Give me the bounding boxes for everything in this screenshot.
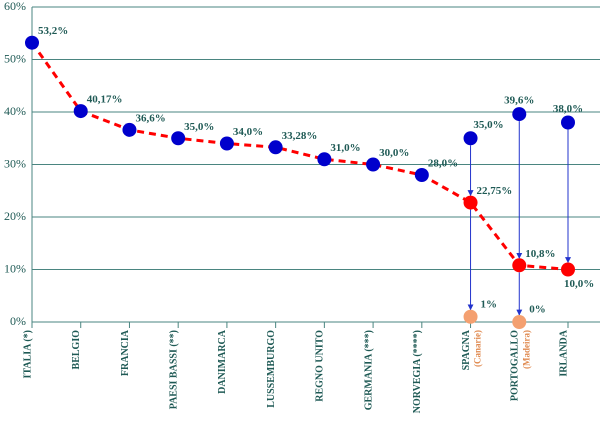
x-tick-label: PORTOGALLO xyxy=(510,330,521,401)
point xyxy=(73,104,88,119)
x-tick-label: LUSSEMBURGO xyxy=(266,330,277,408)
y-tick-label: 60% xyxy=(4,0,26,13)
point xyxy=(561,262,575,277)
value-label: 10,8% xyxy=(525,248,555,260)
point xyxy=(463,309,478,324)
x-tick-label: BELGIO xyxy=(71,330,82,370)
x-tick-label: REGNO UNITO xyxy=(315,330,326,402)
point xyxy=(122,122,137,137)
y-tick-label: 0% xyxy=(10,314,26,328)
value-label: 28,0% xyxy=(428,158,458,170)
line xyxy=(30,41,569,271)
value-label: 33,28% xyxy=(282,130,318,142)
point xyxy=(366,157,381,172)
x-tick-label: ITALIA (*) xyxy=(22,330,33,378)
x-tick-note: (Canarie) xyxy=(473,330,483,367)
x-tick-label: GERMANIA (***) xyxy=(363,330,374,410)
x-tick-label: FRANCIA xyxy=(120,329,131,376)
point xyxy=(463,131,478,146)
point xyxy=(512,315,527,329)
point xyxy=(561,115,575,130)
value-label: 0% xyxy=(529,304,546,316)
value-label: 35,0% xyxy=(184,121,214,133)
x-tick-label: PAESI BASSI (**) xyxy=(168,330,179,409)
y-tick-label: 10% xyxy=(4,261,26,275)
point xyxy=(512,258,527,273)
value-label: 36,6% xyxy=(135,112,165,124)
point xyxy=(25,35,39,50)
value-label: 31,0% xyxy=(330,142,360,154)
value-label: 1% xyxy=(481,298,498,310)
y-tick-label: 50% xyxy=(4,51,26,65)
value-label: 40,17% xyxy=(87,94,123,106)
value-label: 39,6% xyxy=(504,95,534,107)
x-tick-label: DANIMARCA xyxy=(217,329,228,394)
value-label: 38,0% xyxy=(553,103,583,115)
point xyxy=(171,131,186,146)
value-label: 10,0% xyxy=(564,278,594,290)
point xyxy=(219,136,234,151)
value-label: 35,0% xyxy=(473,119,503,131)
point xyxy=(268,140,283,155)
y-tick-label: 40% xyxy=(4,104,26,118)
value-label: 22,75% xyxy=(477,185,513,197)
point xyxy=(512,107,527,122)
x-tick-label: IRLANDA xyxy=(558,329,569,376)
value-label: 30,0% xyxy=(379,147,409,159)
value-label: 53,2% xyxy=(38,25,68,37)
x-tick-label: NORVEGIA (****) xyxy=(412,330,423,413)
point xyxy=(317,152,332,167)
point xyxy=(414,168,429,182)
value-label: 34,0% xyxy=(233,126,263,138)
y-tick-label: 30% xyxy=(4,156,26,170)
x-tick-label: SPAGNA xyxy=(461,329,472,370)
point xyxy=(463,195,478,210)
y-tick-label: 20% xyxy=(4,209,26,223)
x-tick-note: (Madeira) xyxy=(521,330,531,369)
